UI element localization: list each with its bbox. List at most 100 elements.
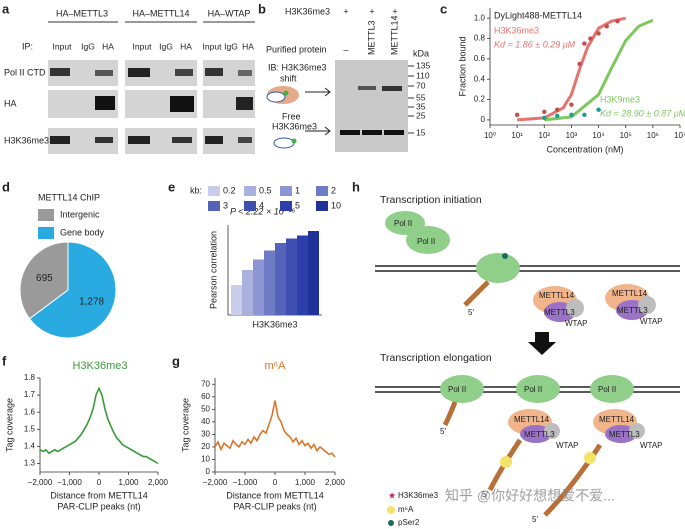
y-tick-label: 1.3 (24, 459, 36, 468)
x-tick-label: 10¹ (511, 131, 523, 140)
x-tick-label: 10⁵ (620, 131, 632, 140)
bar (297, 235, 308, 315)
legend-swatch (244, 186, 256, 196)
panel-letter: f (2, 353, 7, 368)
point (582, 112, 587, 118)
x-tick-label: 10⁰ (484, 131, 496, 140)
plus-label: + (343, 6, 348, 16)
line (214, 400, 336, 458)
svg-text:★: ★ (388, 490, 396, 500)
y-tick-label: 10 (201, 455, 210, 464)
legend-swatch (280, 186, 292, 196)
fit-curve (516, 16, 627, 122)
schematic-label: 5′ (440, 427, 446, 436)
schematic-label: METTL14 (514, 415, 550, 424)
annotation: P < 2.22 × 10⁻¹⁶ (230, 206, 295, 216)
blot-a (48, 60, 255, 154)
schematic-label: Pol II (598, 385, 616, 394)
panel-letter: a (2, 1, 10, 16)
bar (286, 238, 297, 315)
y-tick-label: 0 (206, 467, 211, 476)
y-tick-label: 1.4 (24, 441, 36, 450)
y-tick-label: 0.2 (474, 95, 486, 104)
lane-label: Input (53, 41, 73, 51)
x-tick-label: 10⁴ (592, 131, 605, 140)
point (542, 109, 547, 114)
lane-label: HA (180, 41, 192, 51)
y-tick-label: 60 (201, 392, 210, 401)
pie-slice (28, 241, 117, 339)
shift-label: shift (280, 73, 297, 83)
row-label: Pol II CTD (4, 67, 46, 77)
value-label: 695 (36, 273, 53, 284)
axis-line (39, 378, 158, 473)
point (555, 113, 560, 119)
schematic-label: METTL3 (609, 430, 640, 439)
lane-label: METTL14 (389, 15, 399, 55)
schematic-label: WTAP (565, 319, 588, 328)
bar (253, 259, 264, 315)
marker-label: 55 (416, 92, 426, 102)
legend-swatch (280, 201, 292, 211)
legend-title: kb: (190, 185, 202, 195)
marker-label: 70 (416, 80, 426, 90)
y-tick-label: 0.4 (474, 74, 486, 83)
y-tick-label: 1.7 (24, 390, 36, 399)
legend-swatch (316, 186, 328, 196)
legend-label: 4 (259, 200, 264, 210)
schematic-label: WTAP (640, 441, 663, 450)
x-tick-label: 2,000 (325, 478, 346, 487)
lane-label: Input (203, 41, 223, 51)
legend-label: m⁶A (398, 505, 414, 514)
x-tick-label: −2,000 (28, 478, 53, 487)
x-axis-label: PAR-CLIP peaks (nt) (233, 501, 316, 511)
legend-label: Gene body (60, 227, 105, 237)
ib-label: IB: H3K36me3 (268, 62, 327, 72)
unit-label: kDa (413, 48, 429, 58)
schematic-h: ★ (375, 211, 680, 526)
legend-swatch (208, 201, 220, 211)
x-tick-label: −1,000 (57, 478, 82, 487)
schematic-label: METTL3 (617, 306, 648, 315)
marker-label: 35 (416, 101, 426, 111)
legend-label: pSer2 (398, 518, 420, 527)
marker-label: 135 (416, 60, 430, 70)
schematic-label: 5′ (482, 490, 488, 499)
point (542, 115, 547, 121)
kd-label: Kd = 1.86 ± 0.29 μM (494, 39, 576, 49)
point (555, 107, 560, 112)
schematic-label: WTAP (640, 317, 663, 326)
x-tick-label: 0 (97, 478, 102, 487)
lane-label: METTL3 (366, 20, 376, 55)
lane-label: – (343, 44, 348, 54)
y-tick-label: 0.8 (474, 34, 486, 43)
legend-label: 5 (295, 200, 300, 210)
protein-label: Purified protein (266, 44, 327, 54)
point (588, 36, 593, 41)
legend-swatch (208, 186, 220, 196)
x-tick-label: 1,000 (118, 478, 139, 487)
x-tick-label: 10² (539, 131, 551, 140)
lane-label: IgG (159, 41, 173, 51)
legend-swatch (316, 201, 328, 211)
y-tick-label: 1.5 (24, 424, 36, 433)
legend-label: 3 (223, 200, 228, 210)
point (569, 102, 574, 107)
x-axis-label: Distance from METTL14 (226, 490, 324, 500)
y-tick-label: 0.6 (474, 54, 486, 63)
y-axis-label: Tag coverage (180, 398, 190, 452)
schematic-label: METTL3 (544, 308, 575, 317)
bar (308, 231, 319, 315)
point (596, 107, 601, 112)
point (615, 19, 620, 24)
point (569, 112, 574, 118)
x-tick-label: −1,000 (233, 478, 258, 487)
bar (231, 285, 242, 315)
chart-title: m⁶A (264, 360, 286, 372)
x-axis-label: PAR-CLIP peaks (nt) (57, 501, 140, 511)
schematic-label: METTL14 (599, 415, 635, 424)
x-tick-label: 1,000 (295, 478, 316, 487)
schematic-label: Pol II (524, 385, 542, 394)
point (514, 112, 520, 118)
legend-swatch (38, 209, 54, 221)
